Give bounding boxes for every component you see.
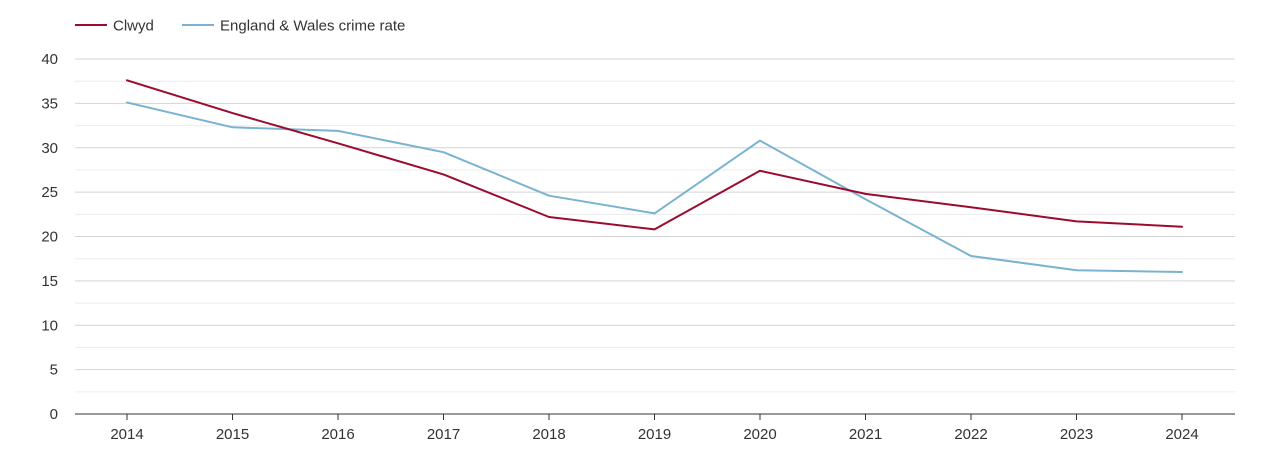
x-tick-label: 2014 [110, 426, 143, 443]
y-tick-label: 0 [50, 406, 58, 423]
y-tick-label: 35 [41, 95, 58, 112]
y-tick-label: 30 [41, 140, 58, 157]
y-tick-label: 15 [41, 273, 58, 290]
y-tick-label: 40 [41, 51, 58, 68]
x-tick-label: 2017 [427, 426, 460, 443]
x-tick-label: 2021 [849, 426, 882, 443]
x-tick-label: 2019 [638, 426, 671, 443]
legend-label-clwyd: Clwyd [113, 18, 154, 35]
series-line-england-wales [126, 101, 1183, 273]
x-tick-label: 2015 [216, 426, 249, 443]
y-tick-label: 20 [41, 229, 58, 246]
y-tick-label: 5 [50, 362, 58, 379]
x-tick-label: 2020 [743, 426, 776, 443]
y-tick-label: 25 [41, 184, 58, 201]
series-layer [126, 79, 1183, 273]
x-tick-label: 2016 [321, 426, 354, 443]
y-tick-label: 10 [41, 317, 58, 334]
x-tick-label: 2018 [532, 426, 565, 443]
series-line-clwyd [126, 79, 1183, 231]
grid-layer [75, 58, 1235, 393]
x-tick-label: 2023 [1060, 426, 1093, 443]
legend: Clwyd England & Wales crime rate [75, 18, 405, 35]
legend-label-england-wales: England & Wales crime rate [220, 18, 405, 35]
axis-layer: 0 5 10 15 20 25 30 35 40 2014 2015 2016 2017 2018 2019… [41, 51, 1235, 443]
x-tick-label: 2022 [954, 426, 987, 443]
x-tick-label: 2024 [1165, 426, 1198, 443]
